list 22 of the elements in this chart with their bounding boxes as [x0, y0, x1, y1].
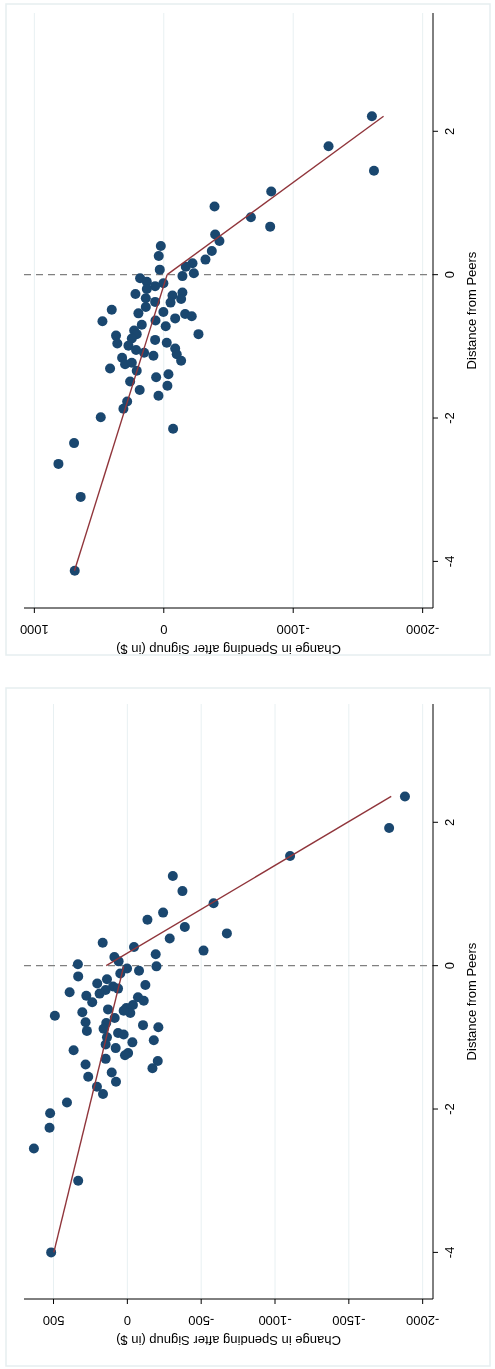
y-axis-title: Distance from Peers	[464, 251, 480, 370]
y-tick-label: -2	[442, 1103, 458, 1115]
y-tick-label: 2	[442, 127, 458, 135]
x-tick-label: 0	[160, 621, 168, 637]
x-tick-label: -2000	[406, 621, 440, 637]
y-tick-label: -4	[442, 555, 458, 568]
y-axis-title: Distance from Peers	[464, 942, 480, 1061]
x-tick-label: -1500	[332, 1312, 366, 1328]
x-tick-label: -1000	[258, 1312, 292, 1328]
y-tick-label: 0	[442, 962, 458, 970]
x-tick-label: 1000	[19, 621, 49, 637]
x-axis-title: Change in Spending after Signup (in $)	[116, 1332, 341, 1348]
x-tick-label: -2000	[406, 1312, 440, 1328]
y-tick-label: 2	[442, 818, 458, 826]
x-tick-label: -1000	[276, 621, 310, 637]
y-tick-label: 0	[442, 271, 458, 279]
x-axis-title: Change in Spending after Signup (in $)	[116, 641, 341, 657]
y-tick-label: -4	[442, 1246, 458, 1259]
x-tick-label: -500	[188, 1312, 215, 1328]
x-tick-label: 0	[123, 1312, 131, 1328]
y-tick-label: -2	[442, 412, 458, 424]
x-tick-label: 500	[42, 1312, 65, 1328]
